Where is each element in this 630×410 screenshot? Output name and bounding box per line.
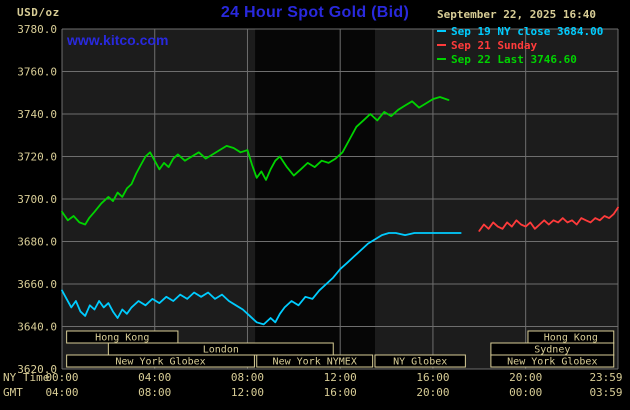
x-axis-label-gmt: 00:00 (509, 386, 542, 399)
y-axis-label: 3760.0 (17, 66, 57, 79)
session-label: New York Globex (507, 357, 597, 368)
session-box (66, 354, 255, 368)
session-label: London (203, 345, 239, 356)
x-axis-label-gmt: 20:00 (416, 386, 449, 399)
y-axis-label: 3740.0 (17, 108, 57, 121)
legend-label: Sep 19 NY close 3684.00 (451, 24, 604, 38)
legend-dash-icon (437, 58, 446, 60)
datetime-label: September 22, 2025 16:40 (437, 8, 596, 21)
legend: Sep 19 NY close 3684.00 Sep 21 Sunday Sep … (437, 24, 603, 66)
kitco-watermark-link[interactable]: www.kitco.com (67, 32, 169, 48)
ny-time-axis-title: NY Time (3, 371, 49, 384)
page-title: 24 Hour Spot Gold (Bid) (220, 4, 410, 21)
y-axis-label: 3660.0 (17, 278, 57, 291)
x-axis-label-gmt: 16:00 (324, 386, 357, 399)
x-axis-label-ny: 23:59 (589, 371, 622, 384)
x-axis-label-ny: 08:00 (231, 371, 264, 384)
session-box (374, 354, 466, 368)
legend-label: Sep 21 Sunday (451, 38, 538, 52)
series-sep22-last (61, 96, 450, 226)
x-axis-label-ny: 00:00 (45, 371, 78, 384)
y-axis-label: 3620.0 (17, 363, 57, 376)
x-axis-label-ny: 04:00 (138, 371, 171, 384)
series-sep21-sunday (478, 206, 619, 232)
session-label: New York NYMEX (273, 357, 357, 368)
x-axis-label-gmt: 08:00 (138, 386, 171, 399)
session-box (490, 354, 615, 368)
legend-label: Sep 22 Last 3746.60 (451, 52, 577, 66)
legend-item-sep21: Sep 21 Sunday (437, 38, 603, 52)
series-sep19-ny-close (61, 232, 462, 326)
session-label: New York Globex (115, 357, 205, 368)
session-label: NY Globex (393, 357, 447, 368)
x-axis-label-ny: 12:00 (324, 371, 357, 384)
y-axis-label: 3640.0 (17, 321, 57, 334)
y-axis-label: 3780.0 (17, 23, 57, 36)
session-box (256, 354, 374, 368)
legend-item-sep19: Sep 19 NY close 3684.00 (437, 24, 603, 38)
y-axis-label: 3700.0 (17, 193, 57, 206)
legend-dash-icon (437, 44, 446, 46)
x-axis-label-ny: 16:00 (416, 371, 449, 384)
legend-dash-icon (437, 30, 446, 32)
session-label: Sydney (534, 345, 570, 356)
session-label: Hong Kong (544, 333, 598, 344)
y-axis-label: 3680.0 (17, 236, 57, 249)
units-label: USD/oz (17, 6, 60, 19)
session-label: Hong Kong (95, 333, 149, 344)
x-axis-label-gmt: 04:00 (45, 386, 78, 399)
x-axis-label-gmt: 12:00 (231, 386, 264, 399)
x-axis-label-ny: 20:00 (509, 371, 542, 384)
legend-item-sep22: Sep 22 Last 3746.60 (437, 52, 603, 66)
x-axis-label-gmt: 03:59 (589, 386, 622, 399)
y-axis-label: 3720.0 (17, 151, 57, 164)
gmt-axis-title: GMT (3, 386, 23, 399)
